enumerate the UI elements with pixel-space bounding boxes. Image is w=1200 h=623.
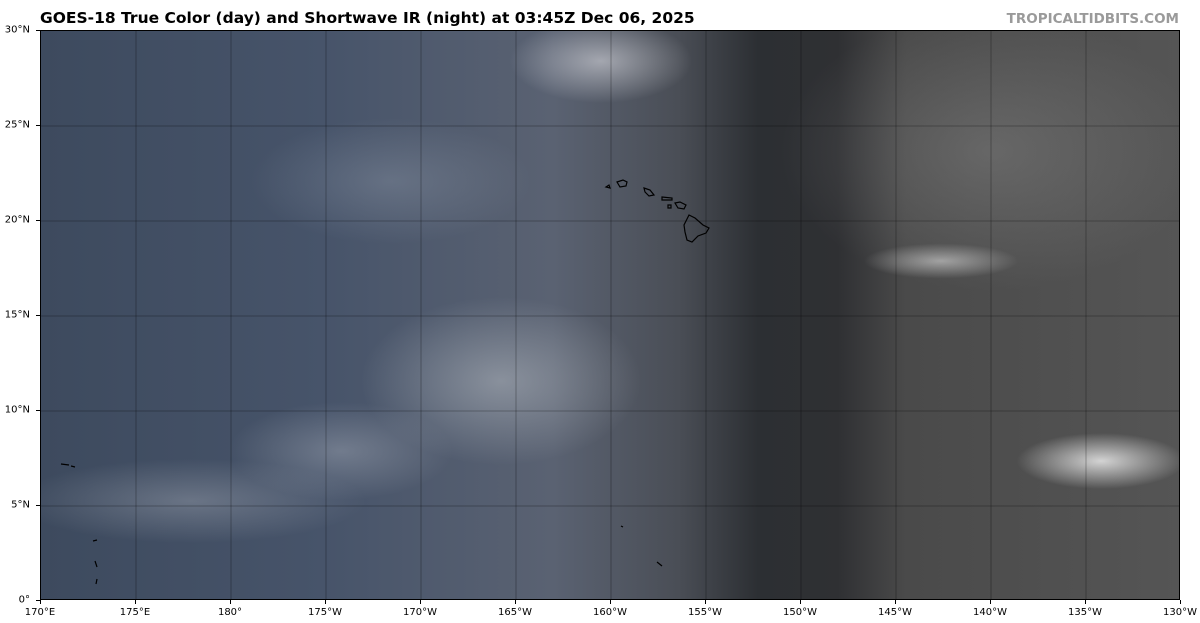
island-marshall-2: [92, 539, 98, 585]
tick-mark: [419, 600, 421, 604]
map-overlay: [41, 31, 1179, 599]
lon-tick-label: 155°W: [688, 607, 722, 618]
tick-mark: [229, 600, 231, 604]
island-line-1: [620, 525, 624, 528]
lat-tick-label: 25°N: [4, 119, 30, 131]
map-title: GOES-18 True Color (day) and Shortwave I…: [40, 9, 695, 27]
lon-tick-label: 165°W: [498, 607, 532, 618]
tick-mark: [989, 600, 991, 604]
lon-tick-label: 150°W: [783, 607, 817, 618]
lon-tick-label: 175°E: [119, 607, 151, 618]
satellite-image: [40, 30, 1180, 600]
tick-mark: [36, 504, 40, 506]
lat-tick-label: 5°N: [11, 499, 30, 511]
tick-mark: [36, 314, 40, 316]
tick-mark: [36, 219, 40, 221]
island-niihau: [604, 184, 611, 189]
tick-mark: [36, 409, 40, 411]
tick-mark: [609, 600, 611, 604]
island-line-2: [656, 561, 663, 567]
island-maui: [674, 201, 687, 210]
gridlines: [41, 31, 1179, 599]
coastlines: [60, 179, 710, 585]
tick-mark: [1084, 600, 1086, 604]
lat-tick-label: 0°: [18, 594, 30, 606]
tick-mark: [704, 600, 706, 604]
tick-mark: [324, 600, 326, 604]
tick-mark: [36, 599, 40, 601]
lat-tick-label: 30°N: [4, 24, 30, 36]
island-oahu: [643, 187, 656, 197]
lat-tick-label: 15°N: [4, 309, 30, 321]
lon-tick-label: 130°W: [1163, 607, 1197, 618]
lat-tick-label: 20°N: [4, 214, 30, 226]
tick-mark: [36, 124, 40, 126]
island-marshall-1: [60, 463, 76, 468]
lon-tick-label: 160°W: [593, 607, 627, 618]
lon-tick-label: 170°W: [403, 607, 437, 618]
lon-tick-label: 140°W: [973, 607, 1007, 618]
lat-tick-label: 10°N: [4, 404, 30, 416]
site-credit: TROPICALTIDBITS.COM: [1006, 11, 1179, 27]
island-lanai: [667, 204, 672, 209]
lon-tick-label: 170°E: [24, 607, 56, 618]
island-kauai: [616, 179, 628, 188]
lon-tick-label: 180°: [217, 607, 243, 618]
island-molokai: [661, 196, 673, 201]
tick-mark: [514, 600, 516, 604]
tick-mark: [134, 600, 136, 604]
island-hawaii: [683, 214, 710, 243]
tick-mark: [1179, 600, 1181, 604]
tick-mark: [799, 600, 801, 604]
tick-mark: [894, 600, 896, 604]
tick-mark: [36, 29, 40, 31]
lon-tick-label: 175°W: [308, 607, 342, 618]
lon-tick-label: 145°W: [878, 607, 912, 618]
lon-tick-label: 135°W: [1068, 607, 1102, 618]
tick-mark: [39, 600, 41, 604]
